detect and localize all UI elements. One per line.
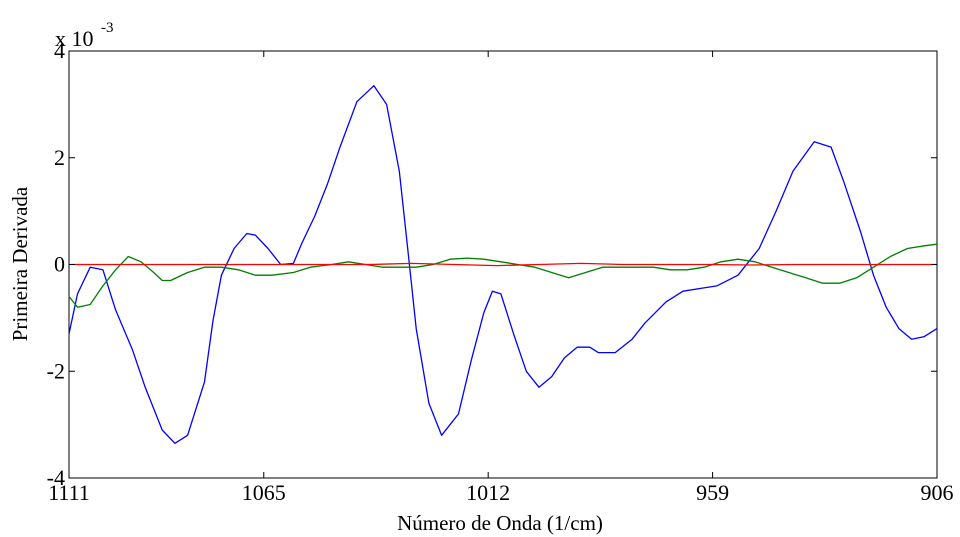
y-tick-label: -2	[47, 358, 65, 383]
series-line-3	[69, 262, 937, 267]
x-tick-label: 1111	[48, 480, 90, 505]
exponent-base: x 10	[55, 26, 94, 51]
x-tick-label: 1065	[242, 480, 286, 505]
x-tick-label: 1012	[466, 480, 510, 505]
y-tick-label: 0	[54, 252, 65, 277]
y-axis-label: Primeira Derivada	[8, 186, 32, 341]
y-tick-label: 2	[54, 145, 65, 170]
x-axis-label: Número de Onda (1/cm)	[397, 511, 603, 535]
tick-layer: 1111 1065 1012 959 906 -4 -2 0 2 4	[47, 38, 954, 505]
y-exponent-label: x 10 -3	[55, 20, 114, 51]
plot-area: 1111 1065 1012 959 906 -4 -2 0 2 4	[47, 38, 954, 505]
series-line-2	[68, 243, 938, 308]
y-tick-label: 4	[54, 38, 65, 63]
series-line-1	[68, 85, 938, 444]
x-tick-label: 906	[921, 480, 954, 505]
series-layer	[68, 85, 938, 444]
y-tick-label: -4	[47, 465, 65, 490]
x-tick-label: 959	[696, 480, 729, 505]
exponent-power: -3	[101, 20, 114, 36]
